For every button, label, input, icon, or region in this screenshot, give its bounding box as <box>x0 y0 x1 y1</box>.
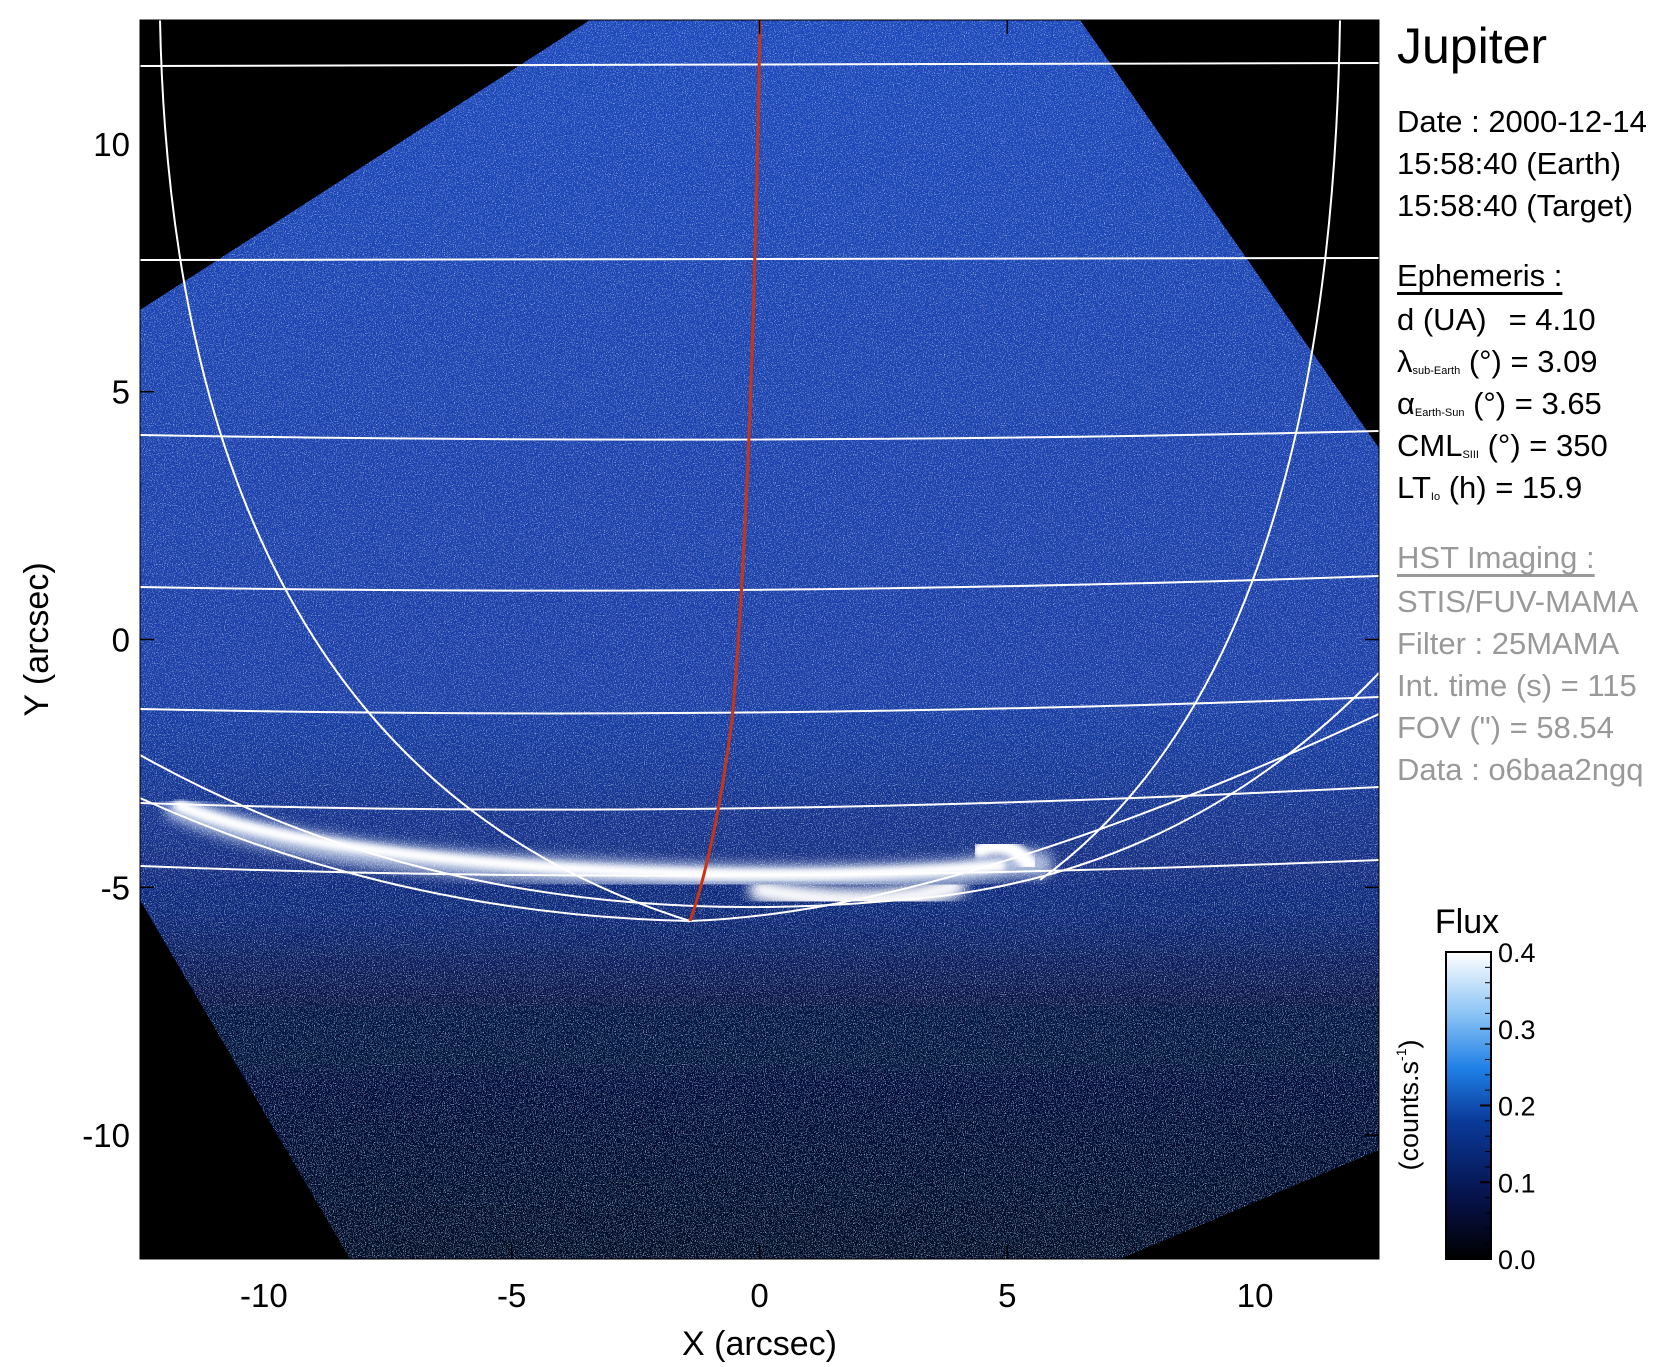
lt-unit: (h) <box>1448 470 1487 505</box>
target-time-line: 15:58:40 (Target) <box>1397 188 1634 223</box>
grid-latitude-line <box>140 859 1379 877</box>
hst-int-time: Int. time (s) = 115 <box>1397 668 1637 703</box>
lat-lon-grid <box>140 20 1379 923</box>
ephemeris-io-local-time: LTIo (h) = 15.9 <box>1397 470 1582 515</box>
grid-latitude-line <box>140 257 1379 261</box>
colorbar-unit-label: (counts.s-1) <box>1393 1040 1424 1171</box>
x-tick-label: 5 <box>998 1277 1016 1314</box>
aurora-bright-spot <box>749 875 966 912</box>
date-line: Date : 2000-12-14 <box>1397 104 1647 139</box>
plot-area <box>139 19 1380 1260</box>
ephemeris-header: Ephemeris : <box>1397 258 1563 293</box>
lambda-value: = 3.09 <box>1510 344 1598 379</box>
grid-latitude-line <box>140 696 1379 715</box>
earth-time-line: 15:58:40 (Earth) <box>1397 146 1622 181</box>
grid-longitude-line <box>1039 20 1341 881</box>
y-tick-label: 10 <box>93 126 130 163</box>
ephemeris-cml: CMLSIII (°) = 350 <box>1397 428 1608 473</box>
colorbar-tick-label: 0.3 <box>1498 1015 1536 1045</box>
aurora-dawn-spot <box>972 838 1038 873</box>
lt-subscript: Io <box>1430 491 1441 503</box>
distance-value: = 4.10 <box>1508 302 1596 337</box>
lambda-subscript: sub-Earth <box>1412 365 1461 377</box>
y-tick-label: 5 <box>112 374 130 411</box>
ephemeris-distance: d (UA) = 4.10 <box>1397 302 1596 338</box>
y-tick-label: -10 <box>82 1117 130 1154</box>
colorbar-title: Flux <box>1435 903 1499 941</box>
x-axis-label: X (arcsec) <box>682 1325 837 1363</box>
grid-limb <box>140 713 1379 923</box>
grid-longitude-line <box>140 672 1379 909</box>
planet-title: Jupiter <box>1397 18 1548 74</box>
ephemeris-phase-angle: αEarth-Sun (°) = 3.65 <box>1397 386 1602 431</box>
hst-data-id: Data : o6baa2ngq <box>1397 752 1644 787</box>
colorbar-ticks: 0.4 0.3 0.2 0.1 0.0 <box>1480 938 1536 1275</box>
alpha-subscript: Earth-Sun <box>1414 407 1465 419</box>
distance-label: d (UA) <box>1397 302 1487 337</box>
grid-latitude-line <box>140 786 1379 811</box>
colorbar-tick-label: 0.2 <box>1498 1092 1536 1122</box>
ephemeris-sub-earth-lat: λsub-Earth (°) = 3.09 <box>1397 344 1598 389</box>
colorbar-tick-label: 0.4 <box>1498 938 1536 968</box>
lambda-symbol: λ <box>1397 344 1413 379</box>
x-tick-label: -5 <box>497 1277 526 1314</box>
y-tick-label: 0 <box>112 622 130 659</box>
hst-fov: FOV (") = 58.54 <box>1397 710 1614 745</box>
jupiter-disk-image <box>140 20 1379 1259</box>
alpha-unit: (°) <box>1473 386 1507 421</box>
hst-filter: Filter : 25MAMA <box>1397 626 1620 661</box>
x-tick-label: 10 <box>1237 1277 1274 1314</box>
grid-latitude-line <box>140 430 1379 441</box>
cml-value: = 350 <box>1529 428 1608 463</box>
y-axis-label: Y (arcsec) <box>18 562 56 716</box>
hst-header: HST Imaging : <box>1397 540 1595 575</box>
grid-longitude-line <box>159 20 691 922</box>
cml-unit: (°) <box>1487 428 1521 463</box>
alpha-symbol: α <box>1397 386 1415 421</box>
colorbar: Flux 0.4 0.3 0.2 0.1 0.0 (counts.s-1) <box>1393 903 1536 1275</box>
y-tick-label: -5 <box>101 869 130 906</box>
colorbar-tick-label: 0.1 <box>1498 1168 1536 1198</box>
alpha-value: = 3.65 <box>1514 386 1602 421</box>
cml-symbol: CML <box>1397 428 1463 463</box>
x-tick-label: 0 <box>750 1277 768 1314</box>
lt-symbol: LT <box>1397 470 1431 505</box>
lambda-unit: (°) <box>1468 344 1502 379</box>
colorbar-tick-label: 0.0 <box>1498 1245 1536 1275</box>
lt-value: = 15.9 <box>1495 470 1583 505</box>
central-meridian-line <box>688 20 762 922</box>
grid-latitude-line <box>140 575 1379 592</box>
cml-subscript: SIII <box>1462 449 1479 461</box>
x-tick-label: -10 <box>240 1277 288 1314</box>
hst-instrument: STIS/FUV-MAMA <box>1397 584 1639 619</box>
axes: -10 -5 0 5 10 10 5 0 -5 -10 <box>82 20 1379 1314</box>
